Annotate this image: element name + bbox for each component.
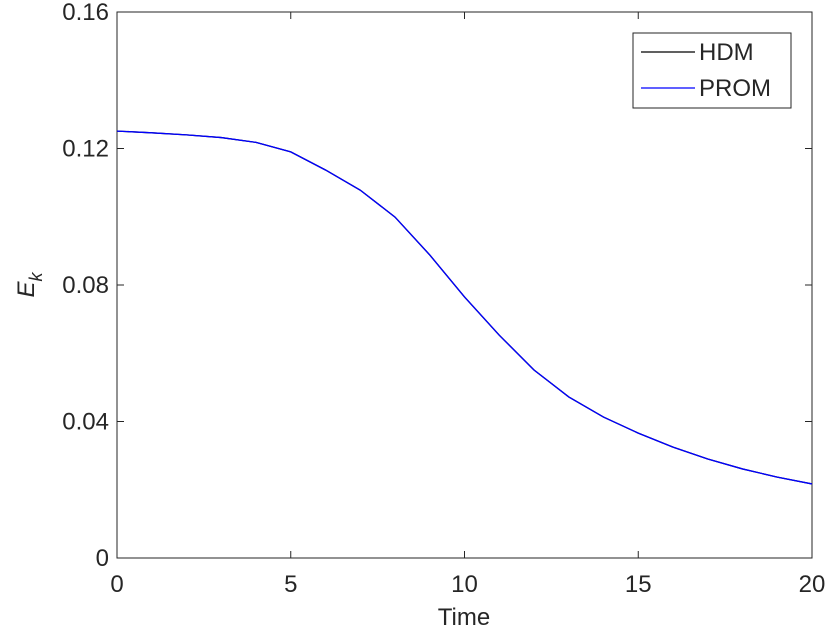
y-tick-label: 0.12 <box>62 136 109 163</box>
legend-box <box>632 32 792 109</box>
x-tick-label: 0 <box>110 571 123 598</box>
y-tick-label: 0 <box>96 545 109 572</box>
x-tick-label: 10 <box>451 571 478 598</box>
y-tick-label: 0.04 <box>62 409 109 436</box>
legend-label: HDM <box>699 39 754 66</box>
x-axis-label: Time <box>438 604 490 631</box>
y-tick-label: 0.16 <box>62 0 109 26</box>
y-label-sub: k <box>26 271 46 281</box>
x-tick-label: 15 <box>625 571 652 598</box>
x-tick-label: 5 <box>284 571 297 598</box>
legend-label: PROM <box>699 75 771 102</box>
series-line <box>116 130 813 485</box>
x-tick-label: 20 <box>799 571 826 598</box>
y-axis-label: Ek <box>13 271 46 297</box>
y-tick-label: 0.08 <box>62 272 109 299</box>
y-label-main: E <box>13 281 40 298</box>
